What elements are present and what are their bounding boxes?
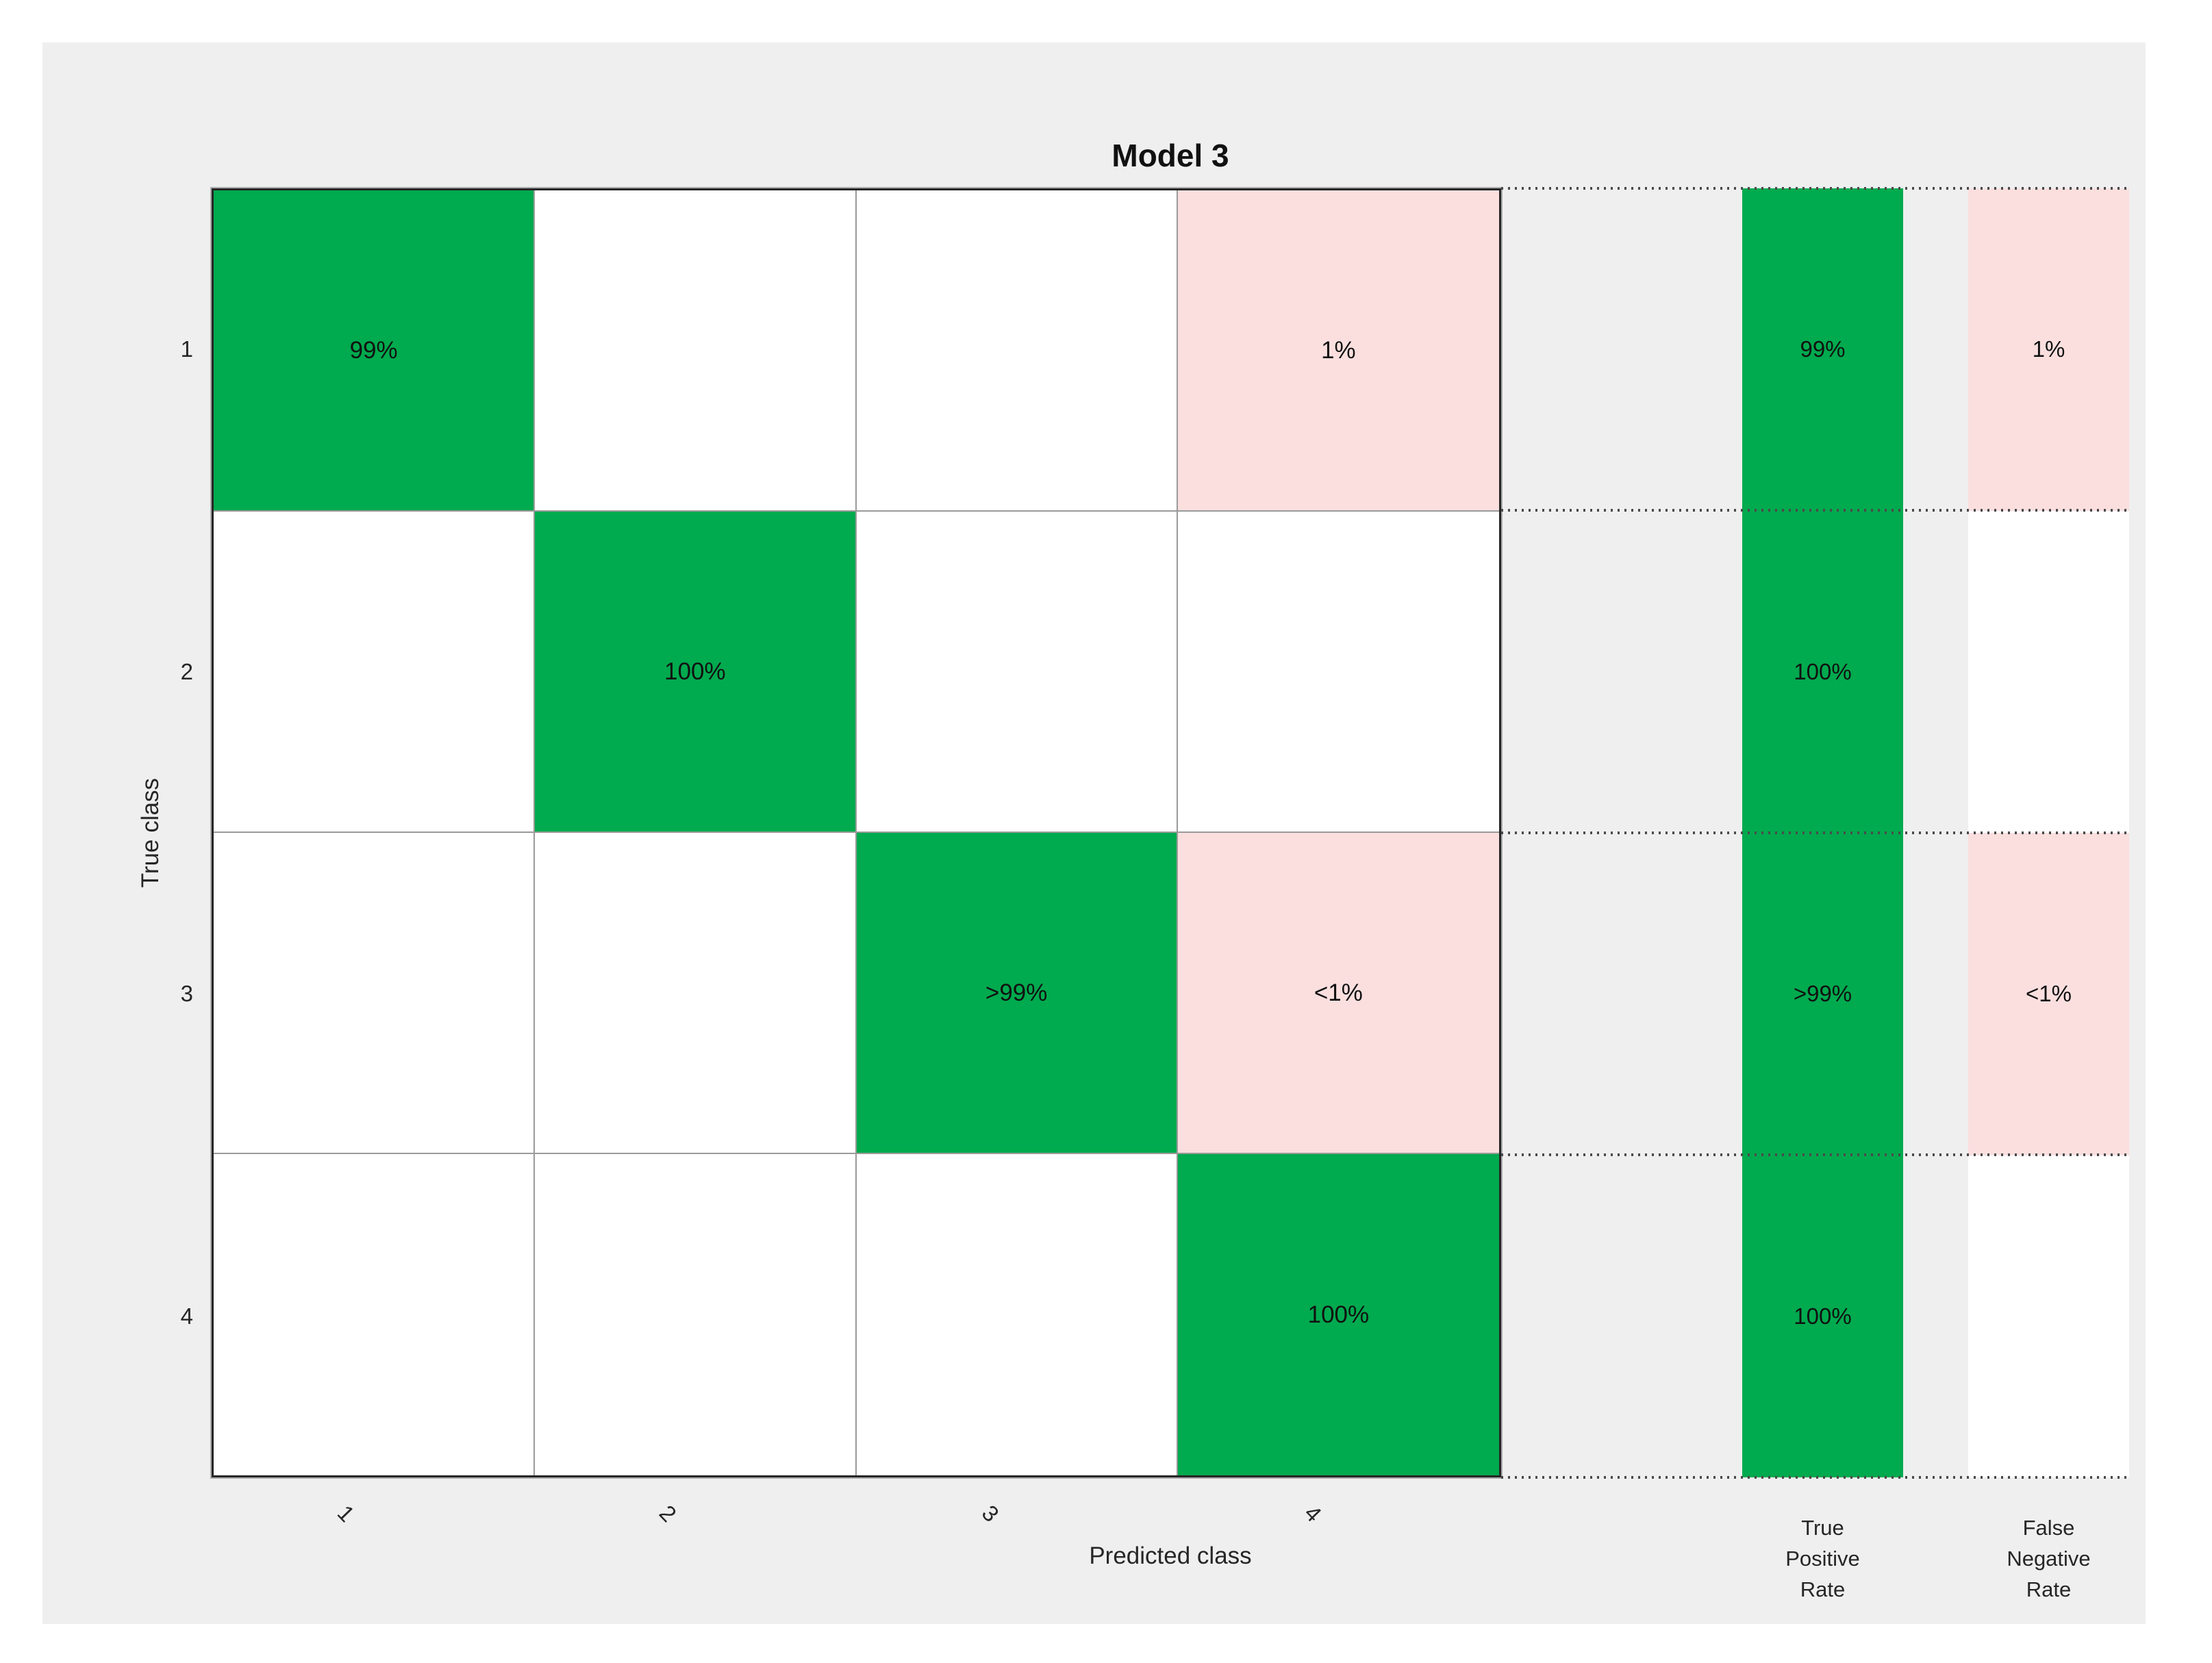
fnr-cell-3: <1% [1968, 833, 2129, 1155]
matrix-cell-r2c1 [214, 512, 536, 833]
y-axis-label: True class [137, 777, 164, 888]
matrix-cell-r4c3 [856, 1154, 1178, 1475]
cell-value: <1% [1314, 979, 1363, 1006]
dotted-separator-bottom [1501, 1476, 2130, 1479]
y-tick-4: 4 [180, 1303, 193, 1329]
matrix-cell-r1c1: 99% [214, 190, 536, 512]
tpr-cell-2: 100% [1742, 510, 1903, 833]
confusion-matrix-grid: 99% 1% 100% >99% <1% 100% [212, 188, 1501, 1477]
fnr-cell-4 [1968, 1155, 2129, 1477]
matrix-cell-r2c3 [856, 512, 1178, 833]
y-tick-3: 3 [180, 981, 193, 1006]
fnr-cell-2 [1968, 510, 2129, 833]
cell-value: 100% [664, 658, 726, 685]
cell-value: 99% [1800, 336, 1846, 362]
cell-value: 100% [1307, 1301, 1370, 1328]
dotted-separator-row1 [1501, 509, 2130, 512]
x-tick-1: 1 [332, 1500, 360, 1527]
tpr-cell-3: >99% [1742, 833, 1903, 1155]
tpr-cell-1: 99% [1742, 188, 1903, 511]
dotted-separator-row3 [1501, 1153, 2130, 1156]
matrix-cell-r4c1 [214, 1154, 536, 1475]
matrix-cell-r3c3: >99% [856, 833, 1178, 1154]
dotted-separator-row2 [1501, 832, 2130, 834]
tpr-cell-4: 100% [1742, 1155, 1903, 1477]
matrix-cell-r1c2 [535, 190, 857, 512]
fnr-summary-column: 1% <1% [1968, 188, 2129, 1477]
matrix-cell-r2c2: 100% [535, 512, 857, 833]
x-tick-3: 3 [977, 1500, 1005, 1527]
fnr-cell-1: 1% [1968, 188, 2129, 511]
figure-background: Model 3 99% 1% 100% >99% <1% 100% 1 2 3 … [42, 42, 2146, 1624]
matrix-cell-r3c4: <1% [1177, 833, 1499, 1154]
x-axis-label: Predicted class [1089, 1542, 1252, 1569]
matrix-cell-r1c3 [856, 190, 1178, 512]
cell-value: >99% [1793, 981, 1852, 1007]
tpr-column-label: True Positive Rate [1785, 1516, 1860, 1601]
cell-value: <1% [2026, 981, 2072, 1007]
matrix-cell-r2c4 [1177, 512, 1499, 833]
chart-title: Model 3 [1111, 138, 1229, 173]
matrix-cell-r4c2 [535, 1154, 857, 1475]
matrix-cell-r4c4: 100% [1177, 1154, 1499, 1475]
dotted-separator-top [1501, 187, 2130, 190]
x-tick-4: 4 [1299, 1500, 1327, 1527]
cell-value: 1% [1321, 336, 1356, 364]
cell-value: 99% [349, 336, 398, 364]
y-tick-1: 1 [180, 336, 193, 362]
y-tick-2: 2 [180, 659, 193, 684]
fnr-column-label: False Negative Rate [2007, 1516, 2091, 1601]
matrix-cell-r1c4: 1% [1177, 190, 1499, 512]
cell-value: 100% [1794, 1303, 1852, 1329]
matrix-cell-r3c1 [214, 833, 536, 1154]
cell-value: >99% [985, 979, 1048, 1006]
x-tick-2: 2 [654, 1500, 682, 1527]
cell-value: 1% [2032, 336, 2065, 362]
tpr-summary-column: 99% 100% >99% 100% [1742, 188, 1903, 1477]
cell-value: 100% [1794, 658, 1852, 684]
matrix-cell-r3c2 [535, 833, 857, 1154]
